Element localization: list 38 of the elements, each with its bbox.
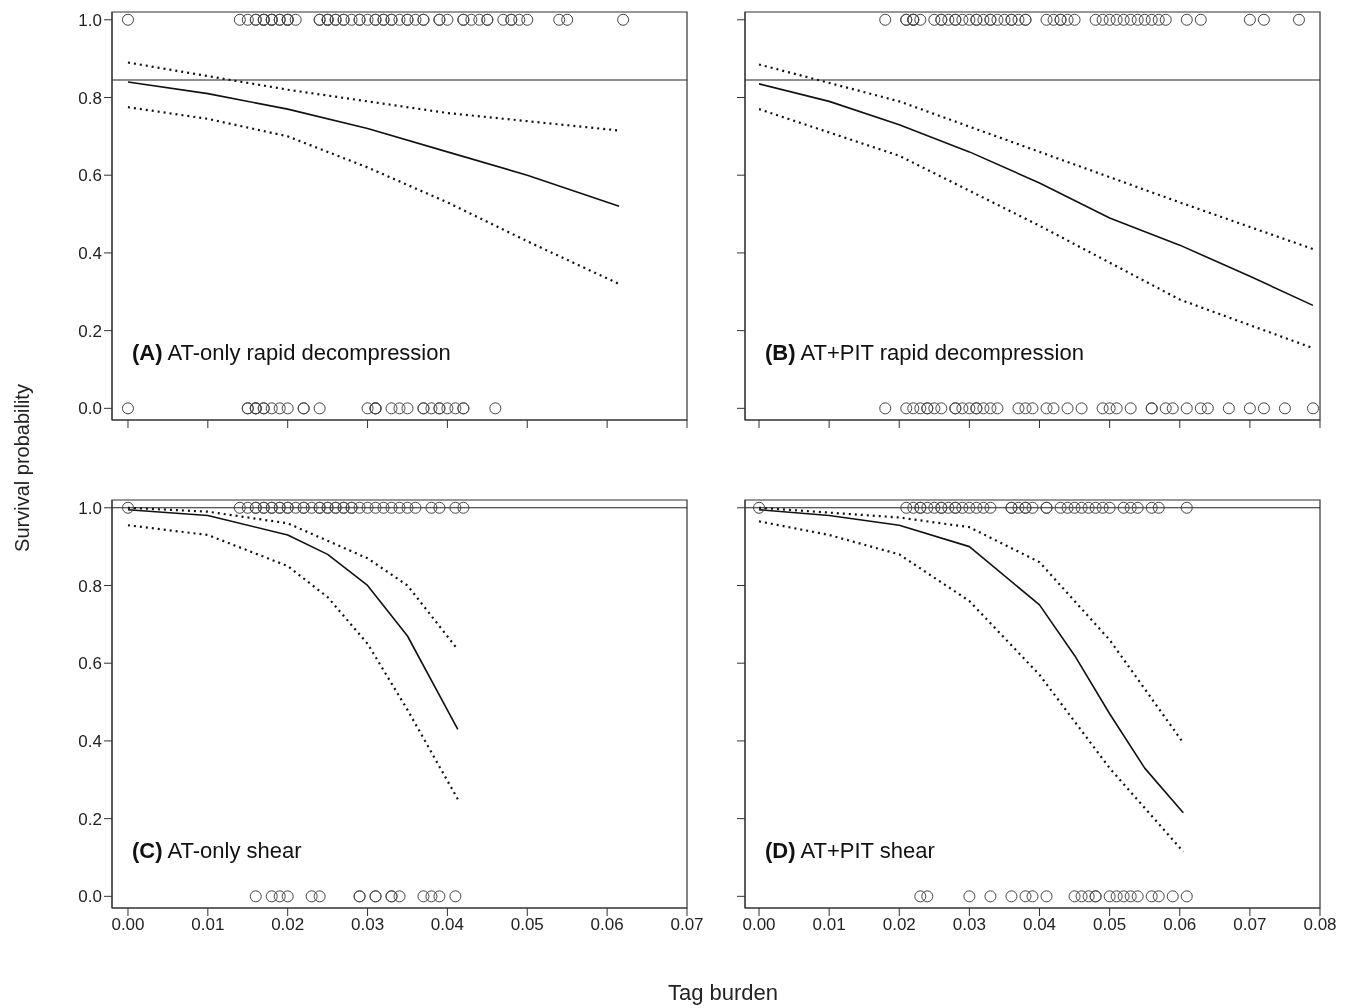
line-series (126, 106, 621, 286)
x-tick-label: 0.04 (1022, 915, 1057, 935)
x-tick-label: 0.05 (510, 915, 544, 935)
y-tick-label: 0.2 (78, 809, 102, 829)
y-tick-label: 0.8 (78, 576, 102, 596)
x-tick-label: 0.01 (191, 915, 225, 935)
y-tick-label: 1.0 (78, 498, 102, 518)
annotation: (D) AT+PIT shear (765, 838, 935, 864)
x-tick-label: 0.03 (952, 915, 986, 935)
y-tick-label: 0.6 (78, 166, 102, 186)
x-tick-label: 0.05 (1093, 915, 1127, 935)
annotation: (A) AT-only rapid decompression (132, 340, 451, 366)
x-tick-label: 0.07 (1233, 915, 1267, 935)
y-tick-label: 1.0 (78, 10, 102, 30)
annotation: (B) AT+PIT rapid decompression (765, 340, 1084, 366)
x-tick-label: 0.06 (1163, 915, 1197, 935)
y-tick-label: 0.2 (78, 321, 102, 341)
x-tick-label: 0.02 (882, 915, 916, 935)
x-tick-label: 0.03 (351, 915, 385, 935)
line-series (127, 81, 620, 208)
y-tick-label: 0.0 (78, 399, 102, 419)
y-tick-label: 0.4 (78, 243, 102, 263)
x-tick-label: 0.01 (812, 915, 846, 935)
x-tick-label: 0.07 (670, 915, 704, 935)
annotation: (C) AT-only shear (132, 838, 302, 864)
y-axis-title: Survival probability (10, 384, 34, 552)
x-tick-label: 0.00 (742, 915, 776, 935)
x-tick-label: 0.08 (1303, 915, 1337, 935)
y-tick-label: 0.0 (78, 887, 102, 907)
y-tick-label: 0.6 (78, 654, 102, 674)
x-tick-label: 0.00 (111, 915, 145, 935)
y-tick-label: 0.4 (78, 731, 102, 751)
x-tick-label: 0.02 (271, 915, 305, 935)
x-tick-label: 0.06 (590, 915, 624, 935)
line-series (126, 524, 459, 801)
y-tick-label: 0.8 (78, 88, 102, 108)
x-axis-title: Tag burden (667, 980, 779, 1006)
x-tick-label: 0.04 (430, 915, 464, 935)
